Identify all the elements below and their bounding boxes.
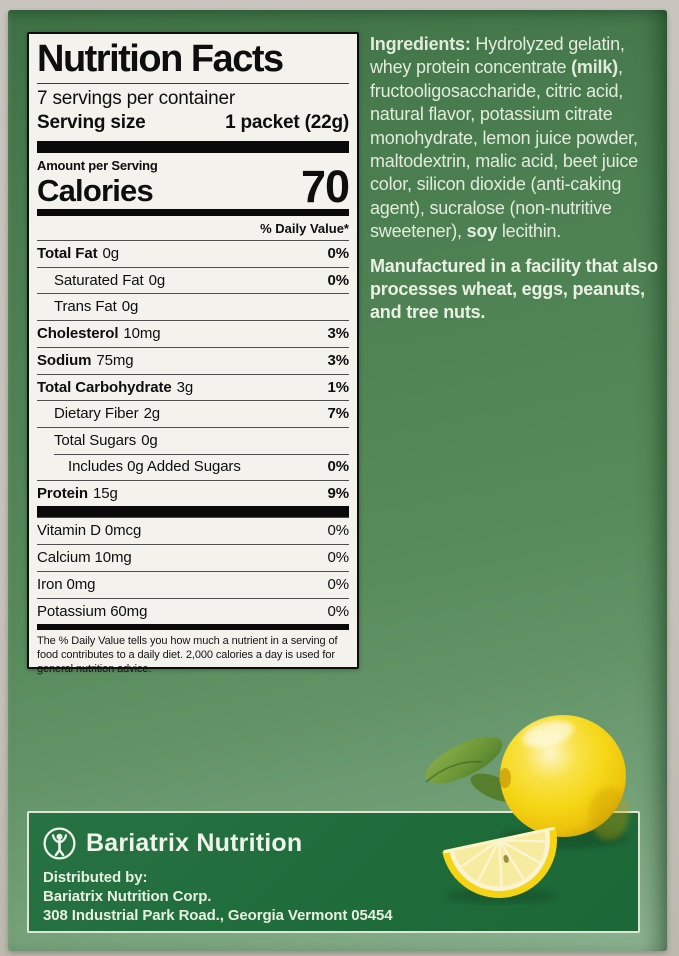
nutrient-row-total-carbohydrate: Total Carbohydrate 3g 1% [37, 373, 349, 401]
lemon-wedge [442, 826, 557, 898]
facility-allergen-warning: Manufactured in a facility that also pro… [370, 255, 658, 323]
serving-size-label: Serving size [37, 111, 146, 133]
calories-value: 70 [300, 160, 350, 212]
allergen-soy: soy [466, 221, 498, 242]
street-address: 308 Industrial Park Road., Georgia Vermo… [43, 907, 393, 925]
distributor-address: Distributed by: Bariatrix Nutrition Corp… [43, 868, 638, 926]
daily-value-footnote: The % Daily Value tells you how much a n… [37, 635, 338, 675]
nutrient-row-protein: Protein 15g 9% [37, 479, 349, 507]
company-name: Bariatrix Nutrition Corp. [43, 888, 212, 906]
calories-label: Calories [37, 172, 154, 208]
daily-value-header: % Daily Value* [260, 220, 349, 236]
ingredients-block: Ingredients: Hydrolyzed gelatin, whey pr… [370, 33, 662, 325]
micronutrient-row-potassium: Potassium 60mg 0% [37, 597, 349, 625]
micronutrient-row-iron: Iron 0mg 0% [37, 570, 349, 598]
nutrient-row-total-fat: Total Fat 0g 0% [37, 239, 349, 267]
medium-divider [37, 208, 349, 216]
calories-row: Amount per Serving Calories 70 [37, 153, 350, 212]
nutrient-row-sodium: Sodium 75mg 3% [37, 346, 349, 374]
allergen-milk: (milk) [571, 57, 618, 78]
ingredients-paragraph: Ingredients: Hydrolyzed gelatin, whey pr… [370, 34, 638, 242]
nutrient-row-trans-fat: Trans Fat 0g [37, 293, 349, 320]
nutrition-facts-title: Nutrition Facts [37, 40, 349, 84]
nutrition-facts-panel: Nutrition Facts 7 servings per container… [27, 32, 359, 675]
brand-row: Bariatrix Nutrition [42, 826, 638, 861]
servings-per-container: 7 servings per container [37, 87, 235, 109]
lemon-illustration [425, 715, 629, 904]
nutrient-row-saturated-fat: Saturated Fat 0g 0% [37, 266, 349, 294]
serving-size-row: Serving size 1 packet (22g) [37, 110, 349, 141]
ingredients-heading: Ingredients: [370, 34, 471, 54]
micronutrient-row-calcium: Calcium 10mg 0% [37, 544, 349, 571]
nutrient-row-total-sugars: Total Sugars 0g [37, 427, 349, 454]
nutrient-row-cholesterol: Cholesterol 10mg 3% [37, 320, 349, 347]
distributed-by-label: Distributed by: [43, 869, 148, 886]
brand-name: Bariatrix Nutrition [86, 829, 303, 857]
thick-divider [37, 140, 349, 153]
whole-lemon [499, 715, 629, 840]
bariatrix-logo-icon [43, 827, 76, 860]
medium-divider [37, 624, 349, 631]
thick-divider [37, 506, 349, 518]
nutrient-row-dietary-fiber: Dietary Fiber 2g 7% [37, 400, 349, 427]
amount-per-serving-label: Amount per Serving [37, 157, 158, 173]
nutrient-row-added-sugars: Includes 0g Added Sugars 0% [37, 453, 349, 480]
serving-size-value: 1 packet (22g) [225, 111, 349, 133]
micronutrient-row-vitamin-d: Vitamin D 0mcg 0% [37, 517, 349, 544]
